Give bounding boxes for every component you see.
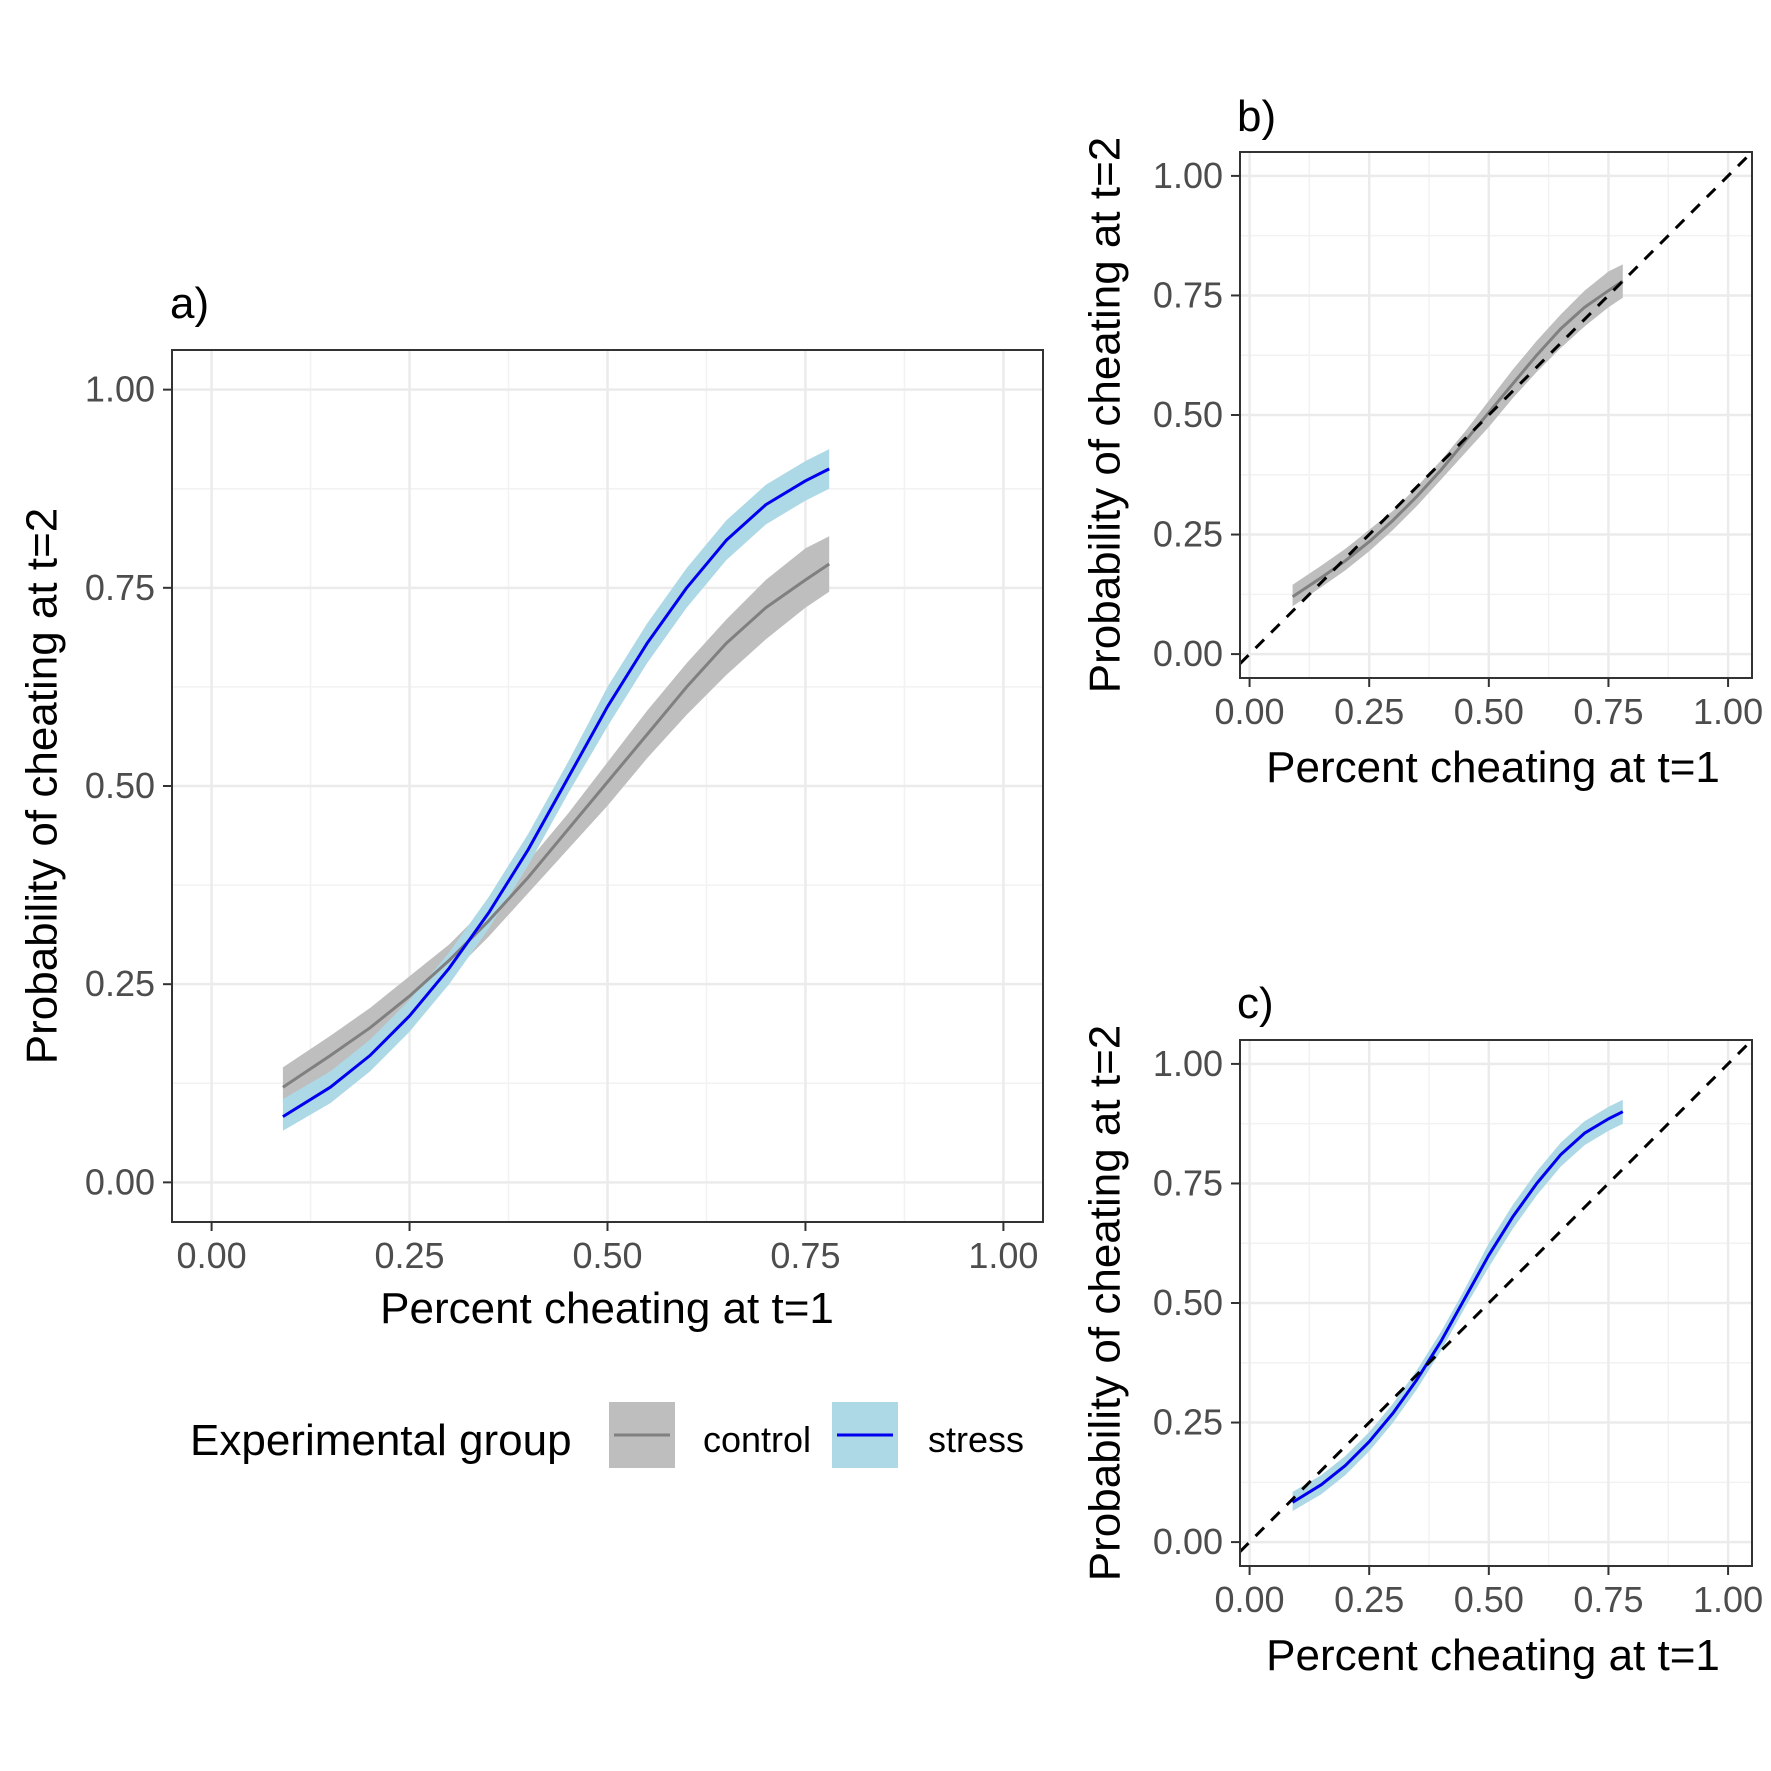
plot-content <box>1240 152 1752 665</box>
panel-b: 0.00 0.00 0.25 0.25 0.50 0.50 0.75 0.75 1.00 1.00… <box>1081 92 1764 792</box>
plot-content <box>282 449 831 1131</box>
y-tick-label: 0.50 <box>85 765 155 806</box>
x-tick-label: 0.00 <box>1215 1579 1285 1620</box>
panel-a: 0.00 0.00 0.25 0.25 0.50 0.50 0.75 0.75 1.00 1.00… <box>18 279 1044 1333</box>
confidence-band-stress <box>1292 1099 1623 1511</box>
y-axis-title: Probability of cheating at t=2 <box>18 508 67 1064</box>
x-tick-label: 1.00 <box>1693 1579 1763 1620</box>
x-tick-label: 0.25 <box>1334 1579 1404 1620</box>
x-tick-label: 0.75 <box>770 1235 840 1276</box>
legend-label-control: control <box>703 1419 811 1460</box>
y-tick-label: 1.00 <box>1153 1043 1223 1084</box>
y-tick-label: 0.50 <box>1153 1282 1223 1323</box>
y-tick-label: 0.00 <box>1153 633 1223 674</box>
legend-title: Experimental group <box>190 1416 572 1465</box>
x-axis-title: Percent cheating at t=1 <box>380 1284 834 1333</box>
x-tick-label: 0.50 <box>572 1235 642 1276</box>
y-tick-label: 1.00 <box>1153 155 1223 196</box>
y-tick-label: 0.75 <box>1153 274 1223 315</box>
panel-tag: b) <box>1237 92 1276 141</box>
x-tick-label: 0.00 <box>177 1235 247 1276</box>
y-tick-label: 0.50 <box>1153 394 1223 435</box>
x-tick-label: 0.25 <box>375 1235 445 1276</box>
x-tick-label: 1.00 <box>968 1235 1038 1276</box>
legend-label-stress: stress <box>928 1419 1024 1460</box>
confidence-band-control <box>282 536 830 1104</box>
series-line-stress <box>282 467 830 1118</box>
plot-content <box>1240 1040 1752 1553</box>
x-tick-label: 0.50 <box>1454 1579 1524 1620</box>
y-tick-label: 0.25 <box>1153 514 1223 555</box>
series-line-control <box>1291 279 1624 598</box>
y-axis-title: Probability of cheating at t=2 <box>1081 1025 1130 1581</box>
y-tick-label: 0.00 <box>1153 1521 1223 1562</box>
panel-tag: a) <box>170 279 209 328</box>
series-line-stress <box>1291 1110 1624 1504</box>
legend-key-stress <box>832 1402 898 1468</box>
y-tick-label: 0.25 <box>85 963 155 1004</box>
x-tick-label: 1.00 <box>1693 691 1763 732</box>
y-tick-label: 1.00 <box>85 369 155 410</box>
y-tick-label: 0.25 <box>1153 1402 1223 1443</box>
x-axis-title: Percent cheating at t=1 <box>1266 743 1720 792</box>
series-line-control <box>282 562 831 1089</box>
confidence-band-stress <box>282 449 830 1131</box>
panel-c: 0.00 0.00 0.25 0.25 0.50 0.50 0.75 0.75 1.00 1.00… <box>1081 979 1764 1680</box>
y-tick-label: 0.00 <box>85 1161 155 1202</box>
x-tick-label: 0.25 <box>1334 691 1404 732</box>
x-tick-label: 0.50 <box>1454 691 1524 732</box>
x-tick-label: 0.75 <box>1573 1579 1643 1620</box>
legend-key-control <box>609 1402 675 1468</box>
panel-tag: c) <box>1237 979 1274 1028</box>
x-tick-label: 0.75 <box>1573 691 1643 732</box>
y-tick-label: 0.75 <box>85 567 155 608</box>
y-tick-label: 0.75 <box>1153 1162 1223 1203</box>
x-tick-label: 0.00 <box>1215 691 1285 732</box>
x-axis-title: Percent cheating at t=1 <box>1266 1631 1720 1680</box>
identity-line <box>1240 152 1752 665</box>
identity-line <box>1240 1040 1752 1553</box>
legend: Experimental group control stress <box>190 1402 1024 1468</box>
y-axis-title: Probability of cheating at t=2 <box>1081 137 1130 693</box>
